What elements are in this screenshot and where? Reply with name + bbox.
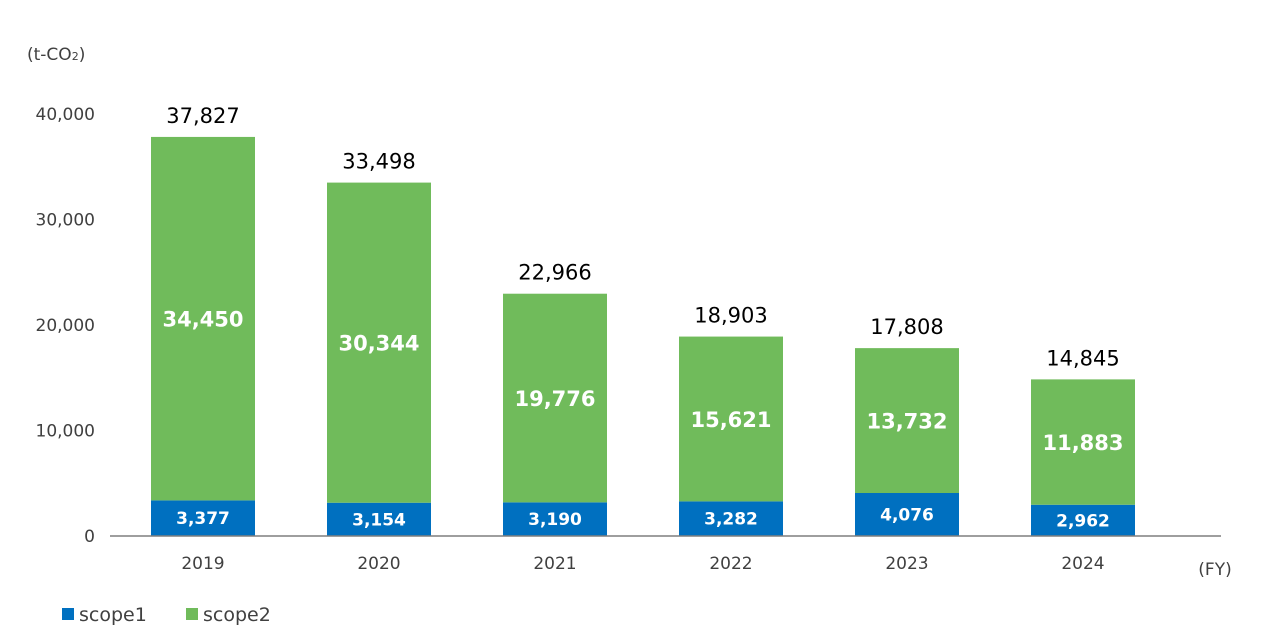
total-label-2022: 18,903 bbox=[694, 304, 767, 328]
legend-swatch-scope1 bbox=[62, 608, 74, 620]
bar-scope2-2020 bbox=[327, 182, 431, 503]
x-tick-label-2023: 2023 bbox=[885, 554, 928, 574]
data-label-scope2-2022: 15,621 bbox=[690, 408, 771, 432]
total-label-2021: 22,966 bbox=[518, 261, 591, 285]
legend-label-scope2: scope2 bbox=[203, 604, 271, 626]
bar-scope1-2022 bbox=[679, 501, 783, 536]
data-label-scope1-2020: 3,154 bbox=[352, 510, 406, 530]
bar-scope2-2022 bbox=[679, 336, 783, 502]
x-tick-label-2019: 2019 bbox=[181, 554, 224, 574]
x-tick-label-2024: 2024 bbox=[1061, 554, 1104, 574]
data-label-scope2-2019: 34,450 bbox=[162, 308, 243, 332]
x-axis-unit-label: (FY) bbox=[1198, 560, 1231, 580]
y-axis-unit-label: (t-CO2) bbox=[27, 45, 85, 65]
bar-scope1-2023 bbox=[855, 492, 959, 536]
bars-group: 3,377 34,450 37,827 3,154 30,344 33,498 3,190 1… bbox=[151, 104, 1135, 536]
bar-scope2-2021 bbox=[503, 293, 607, 503]
total-label-2023: 17,808 bbox=[870, 315, 943, 339]
data-label-scope2-2023: 13,732 bbox=[866, 410, 947, 434]
y-axis-ticks: 0 10,000 20,000 30,000 40,000 bbox=[36, 105, 95, 547]
bar-scope2-2024 bbox=[1031, 379, 1135, 505]
data-label-scope1-2024: 2,962 bbox=[1056, 511, 1110, 531]
data-label-scope2-2020: 30,344 bbox=[338, 332, 419, 356]
data-label-scope2-2021: 19,776 bbox=[514, 387, 595, 411]
y-tick-label: 30,000 bbox=[36, 211, 95, 231]
bar-scope1-2019 bbox=[151, 500, 255, 536]
bar-scope2-2023 bbox=[855, 348, 959, 493]
y-tick-label: 0 bbox=[84, 527, 95, 547]
data-label-scope2-2024: 11,883 bbox=[1042, 431, 1123, 455]
data-label-scope1-2023: 4,076 bbox=[880, 505, 934, 525]
bar-scope1-2020 bbox=[327, 502, 431, 536]
bar-scope2-2019 bbox=[151, 136, 255, 501]
x-tick-label-2021: 2021 bbox=[533, 554, 576, 574]
bar-scope1-2021 bbox=[503, 502, 607, 536]
legend-label-scope1: scope1 bbox=[79, 604, 147, 626]
data-label-scope1-2022: 3,282 bbox=[704, 510, 758, 530]
total-label-2019: 37,827 bbox=[166, 104, 239, 128]
x-tick-label-2022: 2022 bbox=[709, 554, 752, 574]
y-tick-label: 20,000 bbox=[36, 316, 95, 336]
data-label-scope1-2019: 3,377 bbox=[176, 509, 230, 529]
bar-scope1-2024 bbox=[1031, 504, 1135, 536]
total-label-2020: 33,498 bbox=[342, 150, 415, 174]
y-tick-label: 40,000 bbox=[36, 105, 95, 125]
y-tick-label: 10,000 bbox=[36, 422, 95, 442]
legend-swatch-scope2 bbox=[186, 608, 198, 620]
legend: scope1 scope2 bbox=[62, 604, 271, 626]
data-label-scope1-2021: 3,190 bbox=[528, 510, 582, 530]
x-axis-ticks: 2019 2020 2021 2022 2023 2024 bbox=[181, 554, 1104, 574]
total-label-2024: 14,845 bbox=[1046, 346, 1119, 370]
x-tick-label-2020: 2020 bbox=[357, 554, 400, 574]
